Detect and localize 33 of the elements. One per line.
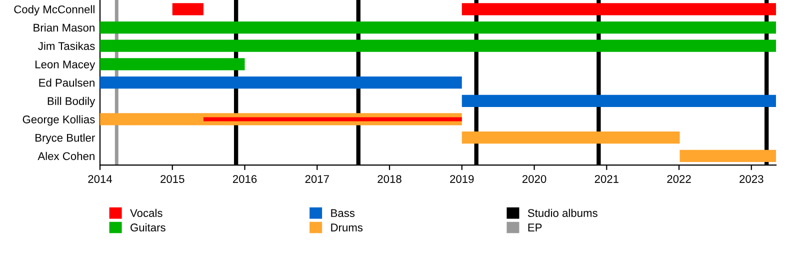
legend-label: EP xyxy=(528,224,542,232)
y-tick-label: Ed Paulsen xyxy=(39,78,94,87)
y-tick-label: Cody McConnell xyxy=(14,5,94,16)
y-tick-label: Bryce Butler xyxy=(36,134,95,144)
bar xyxy=(100,76,462,89)
bar xyxy=(100,58,245,70)
x-tick-label: 2014 xyxy=(88,175,112,183)
legend-label: Guitars xyxy=(130,223,166,232)
bar xyxy=(462,94,776,107)
legend-label: Bass xyxy=(331,209,355,218)
bar xyxy=(100,21,776,34)
bar xyxy=(172,3,204,16)
x-tick-label: 2023 xyxy=(740,175,764,183)
x-tick-label: 2016 xyxy=(232,175,257,183)
y-tick-label: George Kollias xyxy=(22,115,95,126)
bar xyxy=(680,150,776,162)
x-tick-label: 2015 xyxy=(160,175,184,183)
y-tick-label: Leon Macey xyxy=(36,60,96,71)
bar xyxy=(100,40,776,52)
legend-label: Vocals xyxy=(130,208,162,218)
y-tick-label: Bill Bodily xyxy=(48,96,96,108)
x-tick-label: 2020 xyxy=(522,175,546,183)
y-tick-label: Brian Mason xyxy=(34,23,94,32)
x-tick-label: 2021 xyxy=(594,175,618,183)
x-tick-label: 2019 xyxy=(450,175,474,183)
y-tick-label: Jim Tasikas xyxy=(38,42,95,50)
x-tick-label: 2017 xyxy=(305,175,329,183)
bar xyxy=(462,132,680,144)
legend-label: Drums xyxy=(331,224,363,232)
x-tick-label: 2022 xyxy=(667,175,691,183)
legend-label: Studio albums xyxy=(528,208,598,218)
x-tick-label: 2018 xyxy=(378,175,402,183)
y-tick-label: Alex Cohen xyxy=(38,152,94,160)
